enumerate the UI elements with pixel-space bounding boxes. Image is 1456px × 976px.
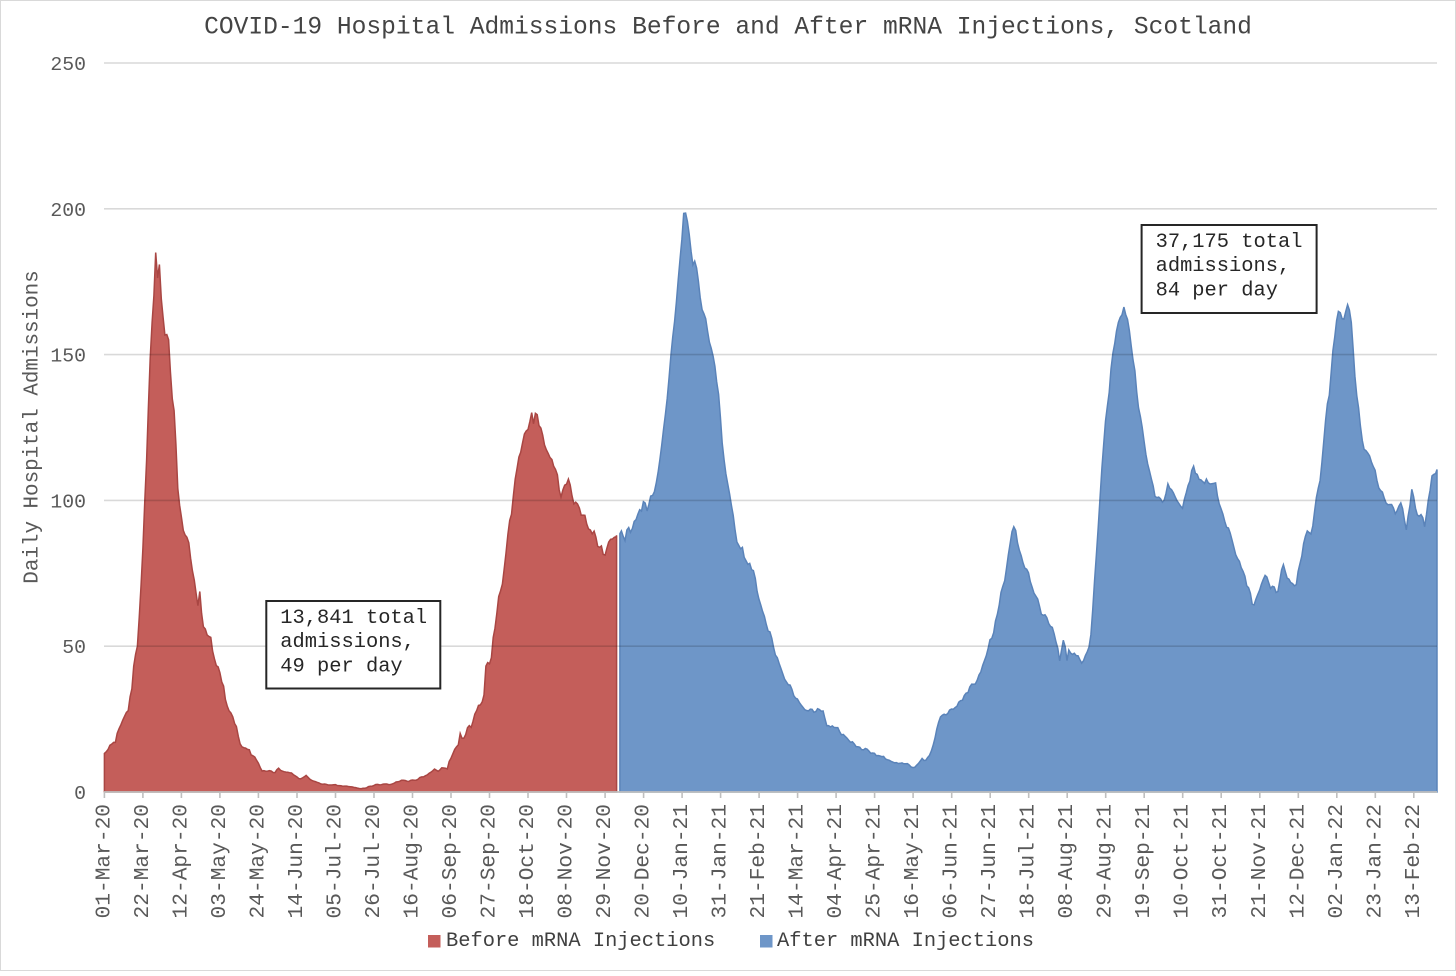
svg-text:29-Nov-20: 29-Nov-20 bbox=[593, 804, 617, 918]
svg-text:08-Nov-20: 08-Nov-20 bbox=[555, 804, 579, 918]
svg-text:03-May-20: 03-May-20 bbox=[208, 804, 232, 918]
svg-text:150: 150 bbox=[50, 346, 86, 368]
svg-text:16-May-21: 16-May-21 bbox=[901, 804, 925, 918]
svg-text:21-Nov-21: 21-Nov-21 bbox=[1248, 804, 1272, 918]
svg-text:14-Mar-21: 14-Mar-21 bbox=[786, 804, 810, 918]
svg-text:200: 200 bbox=[50, 200, 86, 222]
svg-text:25-Apr-21: 25-Apr-21 bbox=[863, 804, 887, 918]
svg-text:10-Jan-21: 10-Jan-21 bbox=[670, 804, 694, 918]
svg-text:06-Sep-20: 06-Sep-20 bbox=[439, 804, 463, 918]
svg-text:05-Jul-20: 05-Jul-20 bbox=[324, 804, 348, 918]
svg-text:12-Dec-21: 12-Dec-21 bbox=[1286, 804, 1310, 918]
svg-text:04-Apr-21: 04-Apr-21 bbox=[824, 804, 848, 918]
svg-text:20-Dec-20: 20-Dec-20 bbox=[632, 804, 656, 918]
svg-text:16-Aug-20: 16-Aug-20 bbox=[401, 804, 425, 918]
svg-text:13-Feb-22: 13-Feb-22 bbox=[1402, 804, 1426, 918]
svg-text:0: 0 bbox=[74, 783, 86, 805]
svg-text:31-Jan-21: 31-Jan-21 bbox=[709, 804, 733, 918]
svg-text:49 per day: 49 per day bbox=[280, 655, 402, 678]
svg-text:admissions,: admissions, bbox=[1156, 255, 1291, 278]
svg-text:08-Aug-21: 08-Aug-21 bbox=[1055, 804, 1079, 918]
svg-text:12-Apr-20: 12-Apr-20 bbox=[169, 804, 193, 918]
svg-text:29-Aug-21: 29-Aug-21 bbox=[1094, 804, 1118, 918]
svg-text:After mRNA Injections: After mRNA Injections bbox=[777, 930, 1034, 953]
svg-text:26-Jul-20: 26-Jul-20 bbox=[362, 804, 386, 918]
svg-text:31-Oct-21: 31-Oct-21 bbox=[1209, 804, 1233, 918]
svg-text:02-Jan-22: 02-Jan-22 bbox=[1325, 804, 1349, 918]
svg-text:10-Oct-21: 10-Oct-21 bbox=[1171, 804, 1195, 918]
svg-text:01-Mar-20: 01-Mar-20 bbox=[92, 804, 116, 918]
svg-text:27-Jun-21: 27-Jun-21 bbox=[978, 804, 1002, 918]
svg-text:13,841 total: 13,841 total bbox=[280, 607, 427, 630]
svg-text:37,175 total: 37,175 total bbox=[1156, 231, 1303, 254]
svg-text:admissions,: admissions, bbox=[280, 631, 415, 654]
svg-text:27-Sep-20: 27-Sep-20 bbox=[478, 804, 502, 918]
svg-text:18-Oct-20: 18-Oct-20 bbox=[516, 804, 540, 918]
svg-text:COVID-19 Hospital Admissions B: COVID-19 Hospital Admissions Before and … bbox=[204, 15, 1252, 42]
svg-text:18-Jul-21: 18-Jul-21 bbox=[1017, 804, 1041, 918]
svg-text:100: 100 bbox=[50, 491, 86, 513]
svg-text:Before mRNA Injections: Before mRNA Injections bbox=[446, 930, 715, 953]
svg-text:23-Jan-22: 23-Jan-22 bbox=[1363, 804, 1387, 918]
svg-text:Daily Hospital Admissions: Daily Hospital Admissions bbox=[22, 270, 45, 583]
svg-text:06-Jun-21: 06-Jun-21 bbox=[940, 804, 964, 918]
svg-text:84 per day: 84 per day bbox=[1156, 279, 1278, 302]
svg-text:50: 50 bbox=[62, 637, 86, 659]
svg-text:14-Jun-20: 14-Jun-20 bbox=[285, 804, 309, 918]
svg-text:250: 250 bbox=[50, 54, 86, 76]
svg-text:22-Mar-20: 22-Mar-20 bbox=[131, 804, 155, 918]
svg-text:19-Sep-21: 19-Sep-21 bbox=[1132, 804, 1156, 918]
svg-text:21-Feb-21: 21-Feb-21 bbox=[747, 804, 771, 918]
svg-text:24-May-20: 24-May-20 bbox=[246, 804, 270, 918]
